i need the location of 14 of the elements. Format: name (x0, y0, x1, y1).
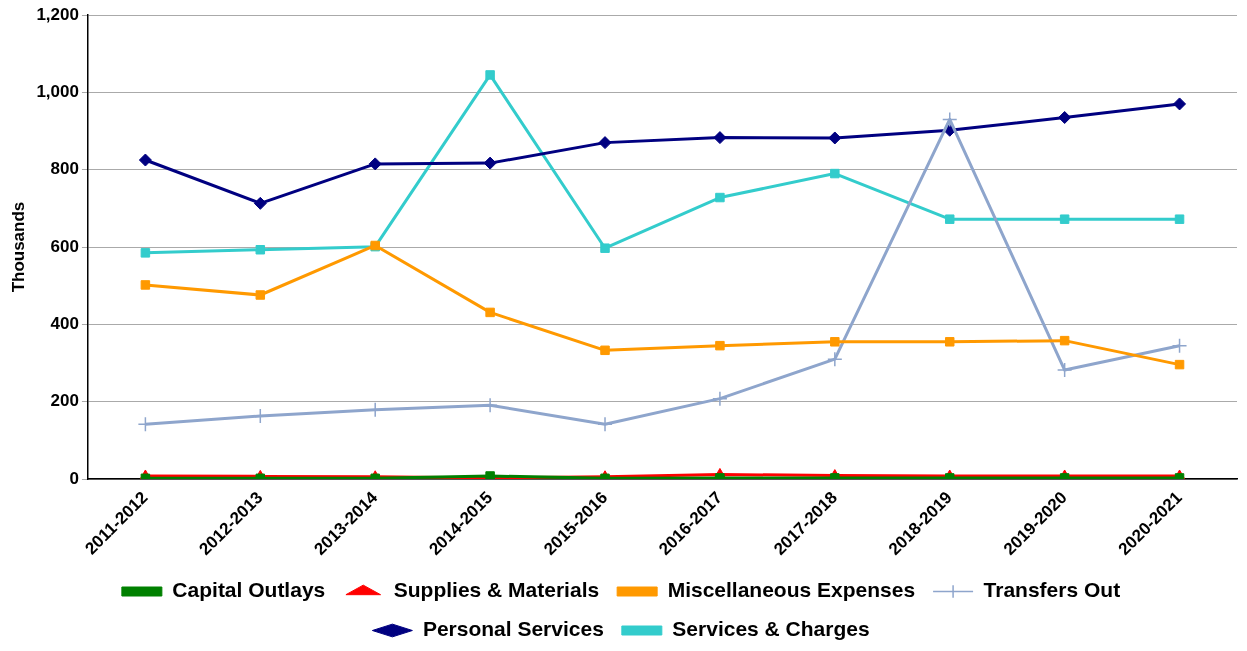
legend-label: Supplies & Materials (393, 578, 600, 602)
y-tick-label: 1,200 (36, 4, 79, 24)
legend-label: Personal Services (422, 617, 604, 641)
y-tick-label: 1,000 (36, 82, 79, 102)
legend-label: Services & Charges (672, 617, 870, 641)
y-tick-label: 0 (69, 468, 79, 488)
legend-label: Miscellaneous Expenses (667, 578, 916, 602)
y-axis-title: Thousands (8, 201, 28, 293)
y-tick-label: 800 (50, 159, 79, 179)
legend-label: Transfers Out (983, 578, 1121, 602)
legend-label: Capital Outlays (172, 578, 326, 602)
y-tick-label: 600 (50, 236, 79, 256)
y-tick-label: 200 (50, 391, 79, 411)
y-tick-label: 400 (50, 314, 79, 334)
